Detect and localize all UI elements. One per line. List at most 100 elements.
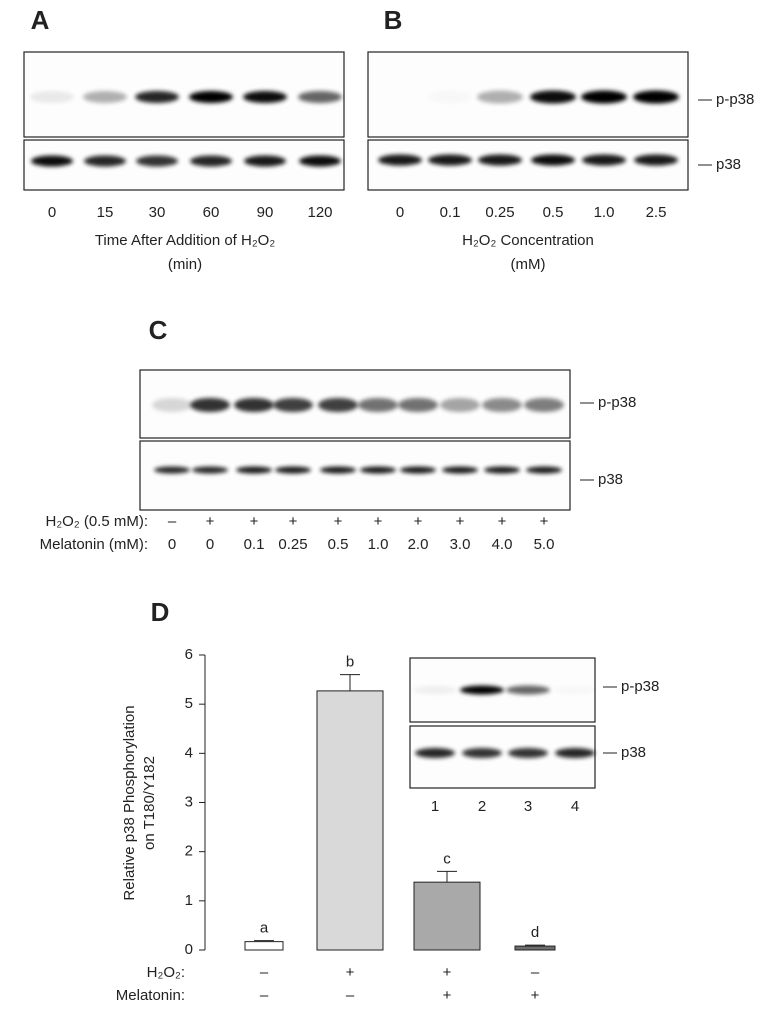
treatment: + bbox=[531, 987, 540, 1004]
blot-frame bbox=[367, 51, 689, 138]
blot-frame bbox=[23, 51, 345, 138]
lane-label: 90 bbox=[257, 204, 274, 221]
y-axis-title: on T180/Y182 bbox=[141, 756, 158, 850]
annotation: d bbox=[531, 924, 539, 941]
band bbox=[299, 155, 341, 167]
lane-label: 3.0 bbox=[450, 536, 471, 553]
y-axis-title: Relative p38 Phosphorylation bbox=[121, 705, 138, 900]
treatment: + bbox=[346, 964, 355, 981]
band bbox=[553, 686, 597, 695]
lane-label: 0.1 bbox=[440, 204, 461, 221]
lane-label: + bbox=[498, 513, 507, 530]
annotation: a bbox=[260, 920, 269, 937]
band bbox=[318, 398, 358, 412]
band bbox=[190, 398, 230, 412]
panel-label: B bbox=[384, 5, 403, 35]
lane-label: 4.0 bbox=[492, 536, 513, 553]
blot-label: p-p38 bbox=[598, 394, 636, 411]
band bbox=[243, 91, 287, 103]
treatment: + bbox=[443, 987, 452, 1004]
blot-label: p38 bbox=[598, 471, 623, 488]
axis-title: (mM) bbox=[511, 256, 546, 273]
lane-label: + bbox=[289, 513, 298, 530]
lane-label: 1 bbox=[431, 798, 439, 815]
lane-label: 0.5 bbox=[543, 204, 564, 221]
band bbox=[530, 90, 576, 104]
axis-title: H₂O₂ Concentration bbox=[462, 232, 594, 249]
band bbox=[526, 466, 562, 474]
error-bar bbox=[340, 674, 360, 691]
band bbox=[30, 91, 74, 103]
lane-label: 120 bbox=[307, 204, 332, 221]
row-label: Melatonin (mM): bbox=[40, 536, 148, 553]
band bbox=[234, 398, 274, 412]
band bbox=[478, 154, 522, 166]
band bbox=[477, 90, 523, 104]
band bbox=[531, 154, 575, 166]
band bbox=[152, 398, 192, 412]
y-tick-label: 3 bbox=[185, 793, 193, 810]
lane-label: 1.0 bbox=[368, 536, 389, 553]
panel-label: D bbox=[151, 597, 170, 627]
band bbox=[236, 466, 272, 474]
lane-label: 0.5 bbox=[328, 536, 349, 553]
lane-label: 2 bbox=[478, 798, 486, 815]
lane-label: 5.0 bbox=[534, 536, 555, 553]
band bbox=[298, 91, 342, 103]
lane-label: + bbox=[456, 513, 465, 530]
annotation: b bbox=[346, 654, 354, 671]
y-tick-label: 5 bbox=[185, 695, 193, 712]
band bbox=[84, 155, 126, 167]
blot-label: p38 bbox=[621, 744, 646, 761]
band bbox=[154, 466, 190, 474]
treatment: – bbox=[346, 987, 355, 1004]
band bbox=[320, 466, 356, 474]
band bbox=[398, 398, 438, 412]
band bbox=[192, 466, 228, 474]
band bbox=[275, 466, 311, 474]
band bbox=[462, 748, 502, 758]
band bbox=[581, 90, 627, 104]
lane-label: 60 bbox=[203, 204, 220, 221]
panel-label: C bbox=[149, 315, 168, 345]
blot-frame bbox=[23, 139, 345, 191]
lane-label: 1.0 bbox=[594, 204, 615, 221]
axis-title: (min) bbox=[168, 256, 202, 273]
band bbox=[508, 748, 548, 758]
y-tick-label: 6 bbox=[185, 646, 193, 663]
band bbox=[244, 155, 286, 167]
lane-label: + bbox=[374, 513, 383, 530]
band bbox=[633, 90, 679, 104]
lane-label: 4 bbox=[571, 798, 579, 815]
blot-label: p38 bbox=[716, 156, 741, 173]
bar bbox=[244, 941, 284, 951]
treatment: – bbox=[531, 964, 540, 981]
lane-label: 2.0 bbox=[408, 536, 429, 553]
lane-label: 0 bbox=[48, 204, 56, 221]
lane-label: – bbox=[168, 513, 177, 530]
band bbox=[460, 685, 504, 695]
row-label: H₂O₂ (0.5 mM): bbox=[46, 513, 148, 530]
band bbox=[428, 154, 472, 166]
bar bbox=[316, 690, 384, 951]
lane-label: 0 bbox=[168, 536, 176, 553]
blot-frame bbox=[139, 440, 571, 511]
band bbox=[31, 155, 73, 167]
band bbox=[378, 154, 422, 166]
band bbox=[634, 154, 678, 166]
lane-label: + bbox=[250, 513, 259, 530]
blot-label: p-p38 bbox=[621, 678, 659, 695]
treatment: + bbox=[443, 964, 452, 981]
band bbox=[484, 466, 520, 474]
band bbox=[83, 91, 127, 103]
treatment: – bbox=[260, 964, 269, 981]
y-tick-label: 0 bbox=[185, 941, 193, 958]
y-tick-label: 4 bbox=[185, 744, 193, 761]
band bbox=[360, 466, 396, 474]
error-bar bbox=[437, 870, 457, 883]
lane-label: 0.25 bbox=[278, 536, 307, 553]
band bbox=[440, 398, 480, 412]
band bbox=[506, 685, 550, 695]
band bbox=[190, 155, 232, 167]
